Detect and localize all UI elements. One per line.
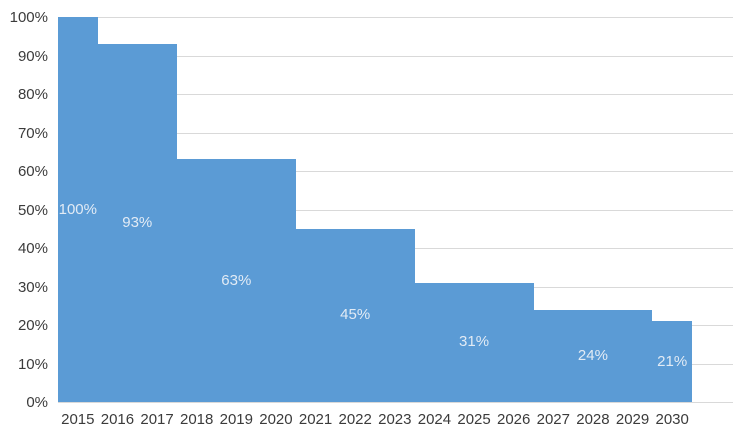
- area-step-segment: [97, 43, 177, 402]
- y-axis-tick-label: 20%: [17, 317, 48, 334]
- x-axis-tick-label: 2021: [298, 411, 333, 428]
- y-axis-tick-label: 70%: [17, 124, 48, 142]
- y-axis-tick-label: 80%: [17, 86, 48, 103]
- data-label: 45%: [340, 306, 371, 324]
- area-step-segment: [58, 17, 98, 402]
- x-axis-tick-label: 2020: [259, 411, 293, 428]
- gridline: [58, 209, 733, 211]
- area-step-segment: [414, 282, 534, 402]
- data-label: 31%: [459, 333, 490, 351]
- area-step-segment: [176, 159, 296, 402]
- area-step-segment: [295, 228, 415, 402]
- x-axis-tick-label: 2017: [140, 411, 174, 428]
- gridline: [58, 55, 733, 57]
- gridline: [58, 17, 733, 18]
- y-axis-tick-label: 60%: [17, 163, 48, 180]
- y-axis-tick-label: 10%: [17, 355, 48, 373]
- x-axis-tick-label: 2026: [497, 411, 531, 428]
- x-axis-tick-label: 2029: [615, 411, 650, 428]
- gridline: [58, 402, 733, 403]
- y-axis-tick-label: 50%: [17, 201, 48, 219]
- area-step-segment: [533, 309, 653, 402]
- gridline: [58, 94, 733, 95]
- y-axis-tick-label: 100%: [9, 9, 48, 26]
- data-label: 100%: [58, 200, 97, 218]
- x-axis-tick-label: 2028: [576, 411, 610, 428]
- x-axis-tick-label: 2019: [219, 411, 253, 428]
- x-axis-tick-label: 2023: [378, 411, 412, 428]
- x-axis-tick-label: 2016: [100, 411, 135, 428]
- data-label: 63%: [221, 271, 252, 289]
- y-axis-tick-label: 40%: [17, 240, 48, 257]
- data-label: 24%: [577, 346, 608, 364]
- x-axis-tick-label: 2015: [61, 411, 95, 428]
- x-axis-tick-label: 2022: [338, 411, 372, 428]
- data-label: 93%: [122, 213, 153, 231]
- x-axis-tick-label: 2027: [536, 411, 570, 428]
- gridline: [58, 132, 733, 134]
- area-step-segment: [652, 321, 692, 402]
- data-label: 21%: [657, 352, 688, 370]
- y-axis-tick-label: 0%: [26, 394, 48, 411]
- y-axis-tick-label: 90%: [17, 47, 48, 65]
- y-axis-tick-label: 30%: [17, 278, 48, 296]
- x-axis-tick-label: 2018: [180, 411, 214, 428]
- x-axis-tick-label: 2024: [417, 411, 452, 428]
- gridline: [58, 171, 733, 172]
- x-axis-tick-label: 2030: [655, 411, 689, 428]
- x-axis-tick-label: 2025: [457, 411, 491, 428]
